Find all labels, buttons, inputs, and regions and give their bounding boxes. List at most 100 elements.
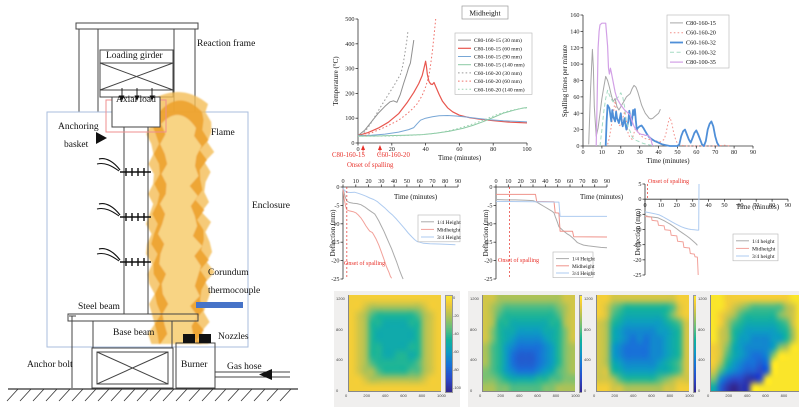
x-tick-label: 10 [505,178,511,185]
label-reaction-frame: Reaction frame [197,39,256,49]
ground-hatch [110,388,123,402]
hook-prong [98,157,121,171]
series-line [644,216,699,276]
legend-box [454,32,533,95]
series-line [495,199,608,249]
series-line [364,18,437,137]
y-tick-label: 80 [573,78,579,85]
x-tick-label: 40 [391,178,397,185]
y-tick-label: -20 [331,258,339,265]
axes: 0 20 40 60 80 100 0 100 200 300 400 500 Time (minute… [332,16,532,162]
y-tick-label: 300 [345,66,354,73]
legend-label: 3/4 height [752,254,775,260]
legend-label: 3/4 Height [572,271,595,277]
heatmap-y-tick: 800 [336,326,343,332]
colorbar-tick: 0 [453,295,456,300]
hooks-arrows-hatching [6,88,292,402]
x-tick-label: 20 [518,178,524,185]
y-tick-label: 0 [576,143,579,150]
y-axis-label: Deflection (mm) [329,209,337,257]
ground-hatch [6,388,19,402]
y-tick-label: 0 [336,184,339,191]
load-arrow-head [134,95,140,101]
x-tick-label: 50 [674,149,680,156]
heatmap-x-tick: 800 [552,393,560,398]
heatmap-y-tick: 1200 [698,296,707,301]
heatmap-x-tick: 200 [497,393,505,398]
heatmap-y-tick: 400 [470,357,477,363]
heatmap-y-tick: 1200 [336,296,345,301]
ground-hatch [175,388,188,402]
x-tick-label: 20 [389,146,395,153]
heatmap-x-tick: 400 [743,393,751,398]
annotation-text: C80-160-15 [332,152,365,159]
x-tick-label: 80 [731,149,737,156]
legend-label: Midheight [437,227,461,233]
heatmap-x-tick: 200 [725,393,733,398]
series-line [357,107,528,137]
y-tick-label: -10 [484,221,492,228]
heatmap-x-tick: 1000 [437,393,446,398]
x-tick-label: 70 [579,178,585,185]
legend-label: Midheight [752,246,776,252]
ground-hatch [19,388,32,402]
hook-prong [98,202,121,216]
legend-label: 1/4 Height [572,257,595,263]
heatmap-x-tick: 1000 [685,393,694,398]
legend-label: C80-100-35 [686,59,716,66]
heatmap-x-tick: 400 [629,393,637,398]
legend-label: C80-160-15 (60 mm) [474,45,522,52]
y-tick-label: 100 [345,115,354,122]
spalling-depth-map-1: 0 200 400 600 800 1000 1200 800 400 0 0 -20 -40 -60 -8… [334,291,461,407]
y-tick-label: -25 [331,276,339,283]
heatmap-y-tick: 800 [470,326,477,332]
legend-label: C60-160-20 [686,30,716,37]
hook-prong [98,247,121,261]
legend-label: C60-100-32 [686,49,716,56]
y-tick-label: -15 [633,242,641,249]
heatmap-y-tick: 0 [336,388,339,393]
ground-hatch [227,388,240,402]
x-tick-label: 30 [637,149,643,156]
ground-hatch [97,388,110,402]
heatmap-x-tick: 0 [345,393,348,398]
axes: 0 10 20 30 40 50 60 70 80 90 0 -5 -10 -15 -20 -25 Time (… [482,178,624,283]
colorbar-tick: -20 [453,313,459,318]
deflection-chart-3: 0 10 20 30 40 50 60 70 80 9050-5-10-15-20-25Time … [633,178,791,279]
series-line [644,183,700,231]
chart-title-box [461,5,509,20]
x-axis-label: Time (minutes) [438,154,482,162]
legend-box [666,14,730,69]
x-tick-label: 40 [542,178,548,185]
heatmap-canvas [596,295,689,392]
x-tick-label: 90 [455,178,461,185]
heatmap-x-tick: 200 [363,393,371,398]
x-tick-label: 90 [750,149,756,156]
ground-hatch [58,388,71,402]
heatmap-x-tick: 200 [611,393,619,398]
ground-hatch [214,388,227,402]
label-anchor-bolt: Anchor bolt [27,360,73,370]
heatmap-y-tick: 0 [698,388,701,393]
y-tick-label: -5 [334,202,339,209]
heatmap-canvas [482,295,575,392]
x-tick-label: 60 [567,178,573,185]
heatmap-x-tick: 600 [648,393,655,398]
annotations: Onset of spalling [344,187,385,279]
temperature-chart: 0 20 40 60 80 100 0 100 200 300 400 500 Time (minute… [332,5,533,169]
legend: C80-160-15 C60-160-20 C60-160-32 C60-100-32… [666,14,730,69]
onset-mark-arrow [377,145,382,150]
ground-hatch [149,388,162,402]
structure-lines [8,96,298,390]
x-tick-label: 70 [429,178,435,185]
y-tick-label: 100 [570,61,579,68]
annotations: Onset of spalling [647,178,689,200]
series [342,187,456,280]
x-tick-label: 50 [404,178,410,185]
label-enclosure: Enclosure [252,201,290,211]
heatmap-y-tick: 400 [698,357,705,363]
heatmap-x-tick: 800 [666,393,674,398]
x-tick-label: 0 [643,202,646,209]
y-tick-label: 120 [570,45,579,52]
